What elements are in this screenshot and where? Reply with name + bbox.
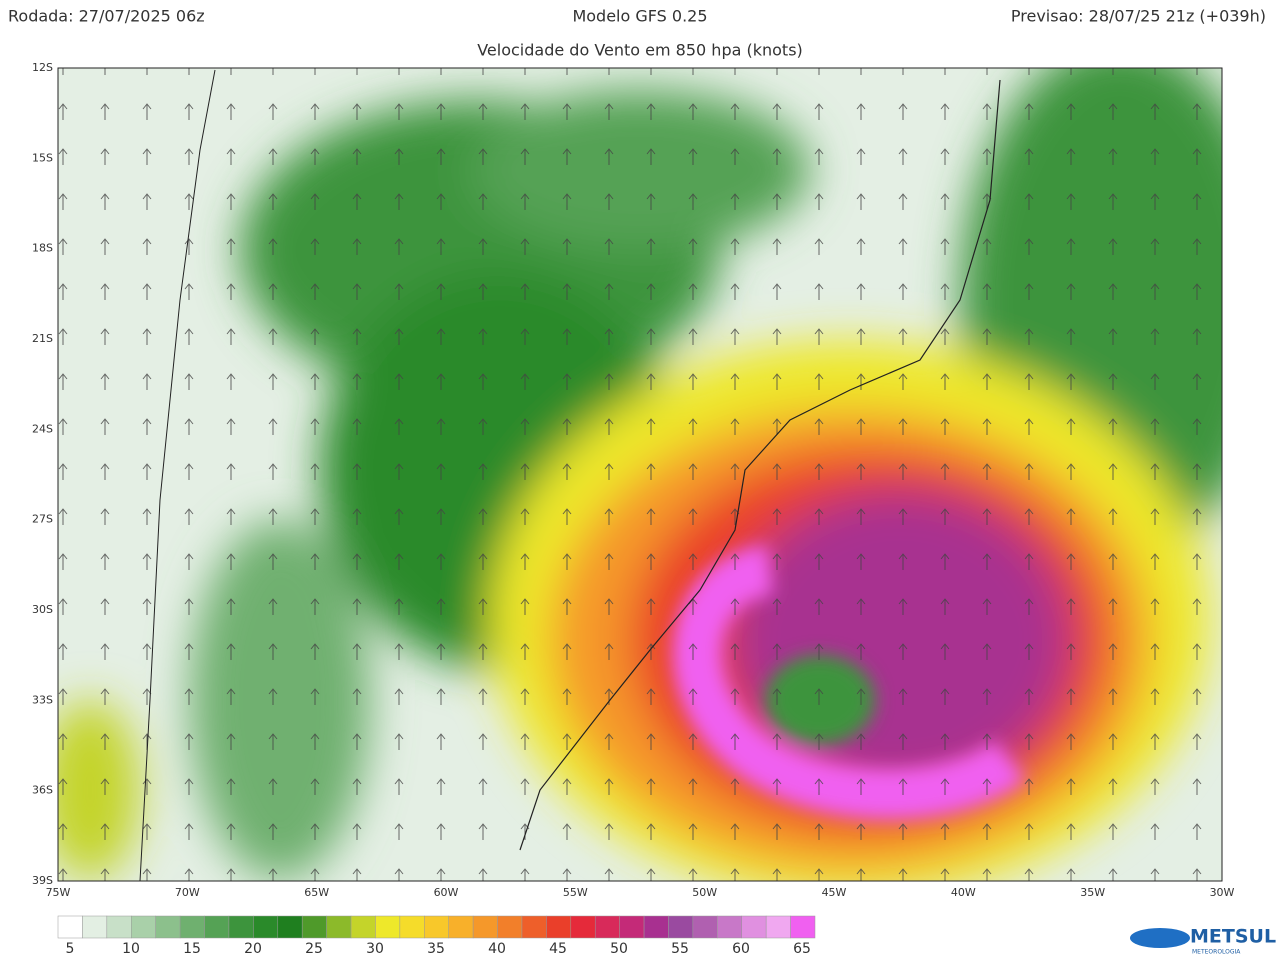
border [139, 69, 216, 881]
color-swatch [546, 915, 572, 939]
lon-label: 60W [434, 886, 459, 899]
coastline [519, 79, 1001, 851]
lon-label: 75W [46, 886, 71, 899]
colorbar-label: 40 [488, 941, 506, 957]
lat-label: 33S [32, 693, 53, 706]
color-swatch [57, 915, 83, 939]
model-label: Modelo GFS 0.25 [572, 7, 707, 26]
colorbar-label: 65 [793, 941, 811, 957]
logo-tagline: METEOROLOGIA [1192, 949, 1241, 956]
color-swatch [82, 915, 108, 939]
color-swatch [277, 915, 303, 939]
color-swatch [594, 915, 620, 939]
colorbar: 5 10 15 20 25 30 35 40 45 50 55 60 65 [57, 915, 816, 957]
lat-label: 18S [32, 242, 53, 255]
color-swatch [131, 915, 156, 939]
color-swatch [326, 915, 352, 939]
color-swatch [570, 915, 596, 939]
lon-label: 50W [692, 886, 717, 899]
colorbar-label: 30 [366, 941, 384, 957]
color-swatch [521, 915, 547, 939]
color-swatch [717, 915, 742, 939]
color-swatch [228, 915, 254, 939]
colorbar-label: 20 [244, 941, 262, 957]
color-swatch [204, 915, 230, 939]
colorbar-label: 5 [66, 941, 75, 957]
lat-label: 39S [32, 874, 53, 887]
colorbar-label: 50 [610, 941, 628, 957]
forecast-label: Previsao: 28/07/25 21z (+039h) [1011, 7, 1266, 26]
wind-arrows [58, 68, 1222, 881]
color-swatch [253, 915, 279, 939]
color-swatch [668, 915, 694, 939]
color-swatch [643, 915, 669, 939]
map-subtitle: Velocidade do Vento em 850 hpa (knots) [477, 41, 803, 60]
colorbar-label: 15 [183, 941, 201, 957]
color-swatch [497, 915, 523, 939]
color-swatch [179, 915, 205, 939]
colorbar-label: 60 [732, 941, 750, 957]
color-swatch [619, 915, 645, 939]
color-swatch [399, 915, 425, 939]
lon-label: 30W [1210, 886, 1235, 899]
color-swatch [301, 915, 327, 939]
color-swatch [106, 915, 132, 939]
lon-label: 40W [951, 886, 976, 899]
run-label: Rodada: 27/07/2025 06z [8, 7, 205, 26]
lon-label: 70W [175, 886, 200, 899]
color-swatch [155, 915, 181, 939]
logo-mark [1130, 928, 1190, 948]
color-swatch [692, 915, 718, 939]
logo-name: METSUL [1190, 926, 1276, 948]
wind-field [58, 68, 1222, 881]
colorbar-label: 10 [122, 941, 140, 957]
lat-label: 24S [32, 422, 53, 435]
lat-label: 21S [32, 332, 53, 345]
color-swatch [765, 915, 791, 939]
lon-label: 35W [1080, 886, 1105, 899]
lat-label: 36S [32, 784, 53, 797]
lat-label: 12S [32, 61, 53, 74]
map-frame [57, 67, 1223, 882]
color-swatch [741, 915, 767, 939]
color-swatch [375, 915, 401, 939]
color-swatch [424, 915, 449, 939]
logo: METSUL METEOROLOGIA [1130, 926, 1276, 956]
lat-label: 27S [32, 513, 53, 526]
color-swatch [350, 915, 376, 939]
color-swatch [790, 915, 816, 939]
lon-label: 65W [304, 886, 329, 899]
lat-label: 15S [32, 151, 53, 164]
lon-label: 55W [563, 886, 588, 899]
lat-label: 30S [32, 603, 53, 616]
color-swatch [448, 915, 474, 939]
colorbar-label: 45 [549, 941, 567, 957]
color-swatch [472, 915, 498, 939]
colorbar-label: 35 [427, 941, 445, 957]
lon-label: 45W [822, 886, 847, 899]
colorbar-label: 55 [671, 941, 689, 957]
colorbar-label: 25 [305, 941, 323, 957]
